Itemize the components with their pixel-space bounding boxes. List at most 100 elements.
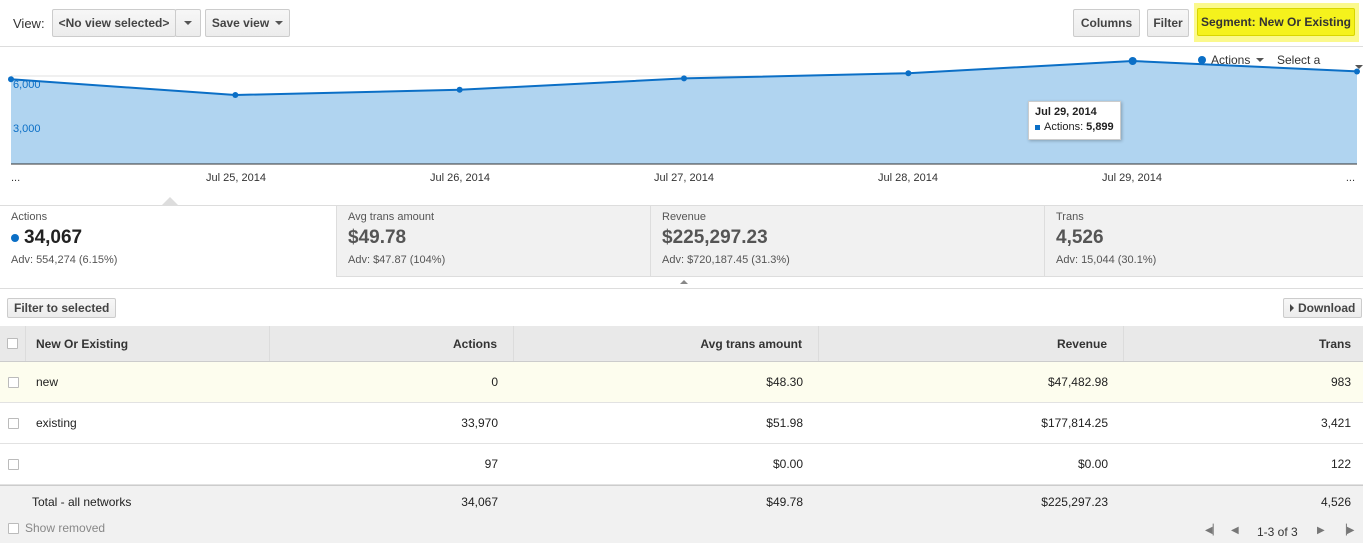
table-header: New Or Existing Actions Avg trans amount… <box>0 326 1363 362</box>
metric-avg-trans-amount[interactable]: Avg trans amount $49.78 Adv: $47.87 (104… <box>337 206 651 277</box>
table-cell: $47,482.98 <box>1047 375 1108 389</box>
row-checkbox[interactable] <box>7 376 19 388</box>
view-select-label: <No view selected> <box>58 16 170 30</box>
column-header[interactable]: Avg trans amount <box>514 326 819 361</box>
row-checkbox[interactable] <box>7 417 19 429</box>
metric-legend[interactable]: Actions <box>1198 53 1265 67</box>
chart-area: Actions Select a metric 6,000 3,000 ...J… <box>0 47 1363 205</box>
table-row[interactable]: existing 33,970 $51.98 $177,814.25 3,421 <box>0 403 1363 444</box>
row-select-cell <box>0 362 26 402</box>
show-removed-checkbox[interactable] <box>8 522 19 534</box>
data-point[interactable] <box>905 70 912 77</box>
series-dot-icon <box>11 234 19 242</box>
metric-value: 34,067 <box>24 227 83 248</box>
view-label: View: <box>13 16 45 31</box>
prev-page-icon[interactable]: ◀ <box>1231 525 1239 536</box>
tooltip-value: 5,899 <box>1086 121 1114 133</box>
data-point[interactable] <box>456 86 463 93</box>
column-header-label: Revenue <box>1056 336 1107 351</box>
data-point[interactable] <box>681 75 687 82</box>
metric-adv: Adv: $720,187.45 (31.3%) <box>662 254 790 266</box>
metric-trans[interactable]: Trans 4,526 Adv: 15,044 (30.1%) <box>1045 206 1363 277</box>
page-indicator: 1-3 of 3 <box>1257 525 1298 539</box>
data-point[interactable] <box>1128 56 1137 65</box>
chevron-down-icon <box>1355 65 1363 69</box>
legend-label: Actions <box>1211 53 1251 67</box>
chevron-up-icon <box>680 280 688 284</box>
column-header[interactable]: Actions <box>270 326 514 361</box>
metric-revenue[interactable]: Revenue $225,297.23 Adv: $720,187.45 (31… <box>651 206 1045 277</box>
table-cell: 122 <box>1330 457 1351 471</box>
table-cell: $177,814.25 <box>1041 416 1108 430</box>
metric-actions[interactable]: Actions 34,067 Adv: 554,274 (6.15%) <box>0 206 337 277</box>
x-tick-label: Jul 28, 2014 <box>878 172 938 184</box>
first-page-icon[interactable]: ◀▏ <box>1205 525 1221 536</box>
tooltip-label: Actions: <box>1044 121 1084 133</box>
column-header-label: Actions <box>452 336 497 351</box>
download-button[interactable]: Download <box>1283 298 1363 318</box>
metric-scorecard: Actions 34,067 Adv: 554,274 (6.15%) Avg … <box>0 205 1363 277</box>
column-header[interactable]: Trans <box>1124 326 1363 361</box>
x-tick-label: Jul 26, 2014 <box>430 172 490 184</box>
total-cell: $49.78 <box>766 495 803 509</box>
filter-button[interactable]: Filter <box>1147 9 1189 37</box>
metric-value: 4,526 <box>1056 227 1104 248</box>
data-point[interactable] <box>1354 68 1360 75</box>
x-tick-labels: ... Jul 25, 2014 Jul 26, 2014 Jul 27, 2014 J… <box>11 172 1355 184</box>
series-dot-icon <box>1198 56 1206 64</box>
chevron-down-icon <box>184 21 192 25</box>
select-all-checkbox[interactable] <box>7 338 18 349</box>
metric-label: Revenue <box>662 211 707 223</box>
table-footer: Show removed ◀▏ ◀ 1-3 of 3 ▶ ▕▶ <box>0 518 1363 543</box>
total-label: Total - all networks <box>32 495 132 509</box>
filter-to-selected-button[interactable]: Filter to selected <box>7 298 117 318</box>
show-removed-toggle[interactable]: Show removed <box>8 521 105 535</box>
x-tick-label: Jul 25, 2014 <box>206 172 266 184</box>
series-points <box>8 56 1360 99</box>
line-chart[interactable]: 6,000 3,000 ... Jul 25, 2014 Jul 26, 2014 J… <box>0 47 1363 205</box>
next-page-icon[interactable]: ▶ <box>1317 525 1325 536</box>
metric-value: $49.78 <box>348 227 407 248</box>
total-row: Total - all networks 34,067 $49.78 $225,… <box>0 485 1363 518</box>
table-cell: $0.00 <box>772 457 803 471</box>
table-cell: existing <box>36 416 77 430</box>
metric-adv: Adv: 554,274 (6.15%) <box>11 254 118 266</box>
collapse-toggle[interactable] <box>0 277 1363 289</box>
series-marker-icon <box>1035 124 1040 130</box>
table-cell: $48.30 <box>766 375 803 389</box>
table-row[interactable]: new 0 $48.30 $47,482.98 983 <box>0 362 1363 403</box>
x-tick-label: ... <box>11 172 20 184</box>
table-cell: 33,970 <box>461 416 498 430</box>
total-cell: $225,297.23 <box>1041 495 1108 509</box>
filter-label: Filter <box>1153 16 1183 30</box>
metric-adv: Adv: $47.87 (104%) <box>348 254 446 266</box>
metric-label: Avg trans amount <box>348 211 435 223</box>
table-cell: 0 <box>491 375 498 389</box>
column-header-label: Trans <box>1318 336 1351 351</box>
data-point[interactable] <box>8 76 14 83</box>
show-removed-label: Show removed <box>25 521 106 535</box>
row-checkbox[interactable] <box>7 458 19 470</box>
table-cell: $0.00 <box>1077 457 1108 471</box>
selected-pointer <box>162 197 178 205</box>
play-icon <box>1290 304 1294 312</box>
column-header[interactable]: Revenue <box>819 326 1124 361</box>
metric-value: $225,297.23 <box>662 227 768 248</box>
last-page-icon[interactable]: ▕▶ <box>1339 525 1355 536</box>
toolbar: View: <No view selected> Save view Colum… <box>0 0 1363 47</box>
columns-button[interactable]: Columns <box>1073 9 1140 37</box>
table-row[interactable]: 97 $0.00 $0.00 122 <box>0 444 1363 485</box>
table-cell: new <box>36 375 59 389</box>
table-cell: 983 <box>1330 375 1351 389</box>
segment-button[interactable]: Segment: New Or Existing <box>1197 8 1355 36</box>
table-cell: 3,421 <box>1320 416 1351 430</box>
save-view-button[interactable]: Save view <box>205 9 290 37</box>
select-all-cell <box>0 326 26 361</box>
chart-tooltip: Jul 29, 2014 Actions: 5,899 <box>1028 101 1121 140</box>
column-header[interactable]: New Or Existing <box>26 326 270 361</box>
data-point[interactable] <box>232 92 239 99</box>
x-tick-label: ... <box>1346 172 1355 184</box>
view-select[interactable]: <No view selected> <box>52 9 176 37</box>
view-dropdown-button[interactable] <box>175 9 201 37</box>
segment-label: Segment: New Or Existing <box>1200 15 1352 29</box>
